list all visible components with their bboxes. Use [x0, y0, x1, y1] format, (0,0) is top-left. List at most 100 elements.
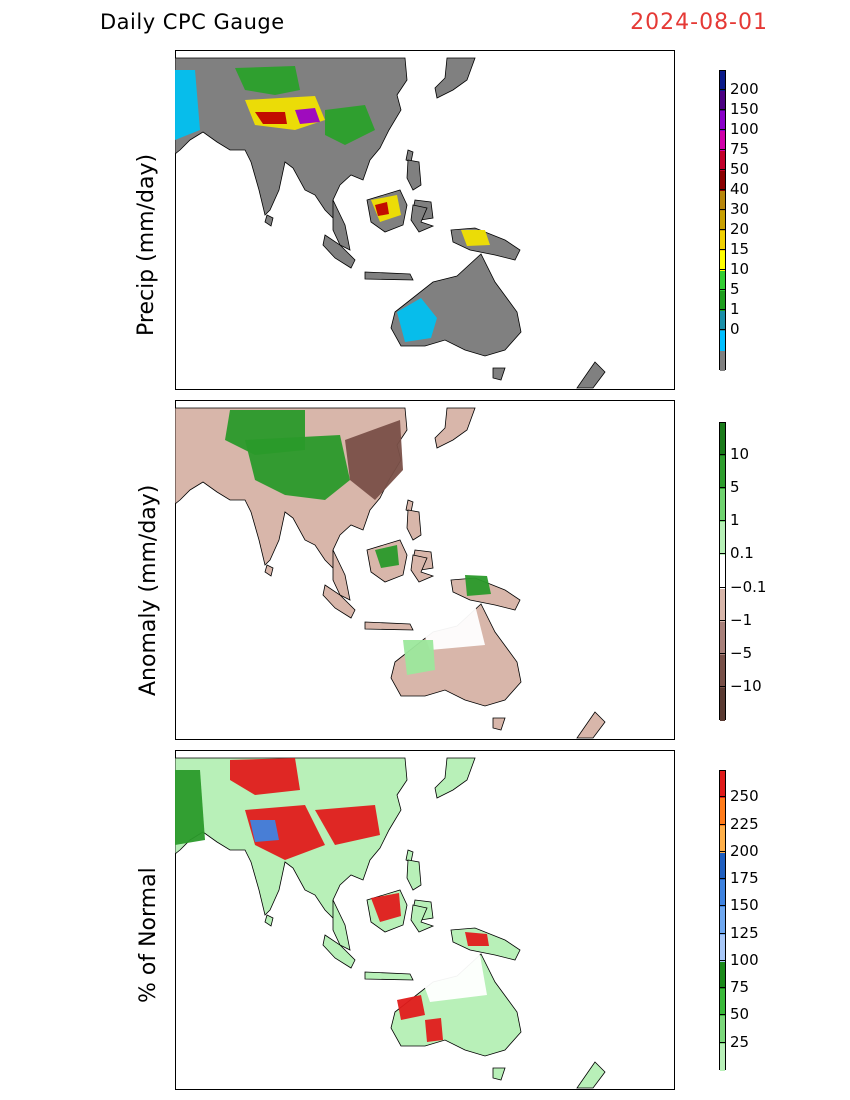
percent-colorbar-swatch: [720, 907, 725, 935]
precip-colorbar-label: 20: [719, 220, 750, 238]
precip-colorbar-label: 75: [719, 140, 750, 158]
precip-data-patch: [255, 112, 287, 124]
percent-colorbar-label: 75: [719, 978, 750, 997]
percent-colorbar-label: 200: [720, 841, 759, 860]
anomaly-data-patch: [345, 420, 403, 500]
java-landmass: [364, 971, 414, 981]
anomaly-map-panel: [175, 400, 675, 740]
percent-data-patch: [230, 758, 300, 795]
precip-colorbar-swatch: [720, 151, 725, 171]
anomaly-colorbar-swatch: [720, 555, 725, 589]
precip-colorbar-swatch: [720, 251, 725, 271]
anomaly-map: [175, 400, 675, 740]
anomaly-colorbar-label: −10: [720, 676, 762, 695]
nz-landmass: [576, 711, 606, 739]
percent-colorbar-label: 250: [720, 787, 759, 806]
sri-landmass: [264, 564, 274, 577]
precip-colorbar-label: 5: [720, 280, 740, 298]
anomaly-colorbar-label: −1: [719, 610, 753, 629]
date-label: 2024-08-01: [630, 10, 768, 35]
anomaly-colorbar-swatch: [720, 654, 725, 688]
percent-colorbar-label: 50: [719, 1005, 750, 1024]
anomaly-colorbar-swatch: [720, 423, 725, 457]
sulawesi-landmass: [410, 904, 435, 933]
precip-data-patch: [397, 298, 437, 342]
japan-landmass: [434, 407, 476, 449]
percent-colorbar-swatch: [720, 825, 725, 853]
precip-data-patch: [295, 108, 320, 124]
precip-colorbar-swatch: [720, 131, 725, 151]
anomaly-data-patch: [465, 575, 491, 596]
precip-colorbar-label: 0: [720, 320, 740, 338]
percent-colorbar-swatch: [720, 771, 725, 799]
precip-colorbar-swatch: [720, 271, 725, 291]
precip-colorbar-swatch: [720, 171, 725, 191]
percent-colorbar-swatch: [720, 852, 725, 881]
percent-data-patch: [425, 1018, 443, 1042]
precip-colorbar-swatch: [720, 291, 725, 311]
java-landmass: [364, 271, 414, 281]
sumatra-landmass: [322, 934, 356, 969]
precip-colorbar-label: 15: [719, 240, 750, 258]
nz-landmass: [576, 1061, 606, 1089]
precip-colorbar-label: 100: [720, 120, 759, 138]
percent-colorbar-swatch: [720, 989, 725, 1017]
anomaly-data-patch: [403, 640, 435, 675]
precip-colorbar-swatch: [720, 71, 725, 91]
percent-colorbar-label: 150: [720, 896, 759, 915]
sri-landmass: [264, 214, 274, 227]
sri-landmass: [264, 914, 274, 927]
luzon-landmass: [406, 159, 422, 191]
percent-data-patch: [245, 805, 325, 860]
anomaly-data-patch: [245, 435, 350, 500]
percent-map-panel: [175, 750, 675, 1090]
precip-colorbar-label: 50: [719, 160, 750, 178]
percent-colorbar-label: 100: [720, 950, 759, 969]
percent-colorbar-swatch: [720, 880, 725, 908]
sumatra-landmass: [322, 584, 356, 619]
precip-colorbar-swatch: [720, 211, 725, 231]
precip-colorbar-swatch: [720, 331, 725, 351]
anomaly-colorbar-swatch: [720, 687, 725, 721]
anomaly-colorbar-label: 10: [719, 445, 750, 464]
percent-data-patch: [397, 995, 425, 1020]
percent-map: [175, 750, 675, 1090]
anomaly-data-patch: [415, 605, 485, 650]
anomaly-colorbar-label: 5: [720, 478, 740, 497]
percent-colorbar-label: 25: [719, 1032, 750, 1051]
precip-colorbar-swatch: [720, 311, 725, 331]
tasmania-landmass: [492, 367, 506, 381]
percent-colorbar-label: 225: [720, 814, 759, 833]
japan-landmass: [434, 57, 476, 99]
anomaly-colorbar-swatch: [720, 456, 725, 490]
anomaly-data-patch: [375, 545, 399, 568]
percent-accent-group: [175, 758, 489, 1042]
percent-colorbar-swatch: [720, 961, 725, 990]
anomaly-colorbar-label: −0.1: [719, 577, 767, 596]
chart-title: Daily CPC Gauge: [100, 10, 285, 34]
precip-colorbar-label: 200: [720, 80, 759, 98]
anomaly-colorbar-swatch: [720, 489, 725, 523]
tasmania-landmass: [492, 717, 506, 731]
percent-colorbar-label: 125: [720, 923, 759, 942]
percent-colorbar-swatch: [720, 934, 725, 962]
sulawesi-landmass: [410, 204, 435, 233]
japan-landmass: [434, 757, 476, 799]
precip-colorbar-swatch: [720, 351, 725, 371]
percent-data-patch: [465, 932, 489, 946]
luzon-landmass: [406, 859, 422, 891]
nz-landmass: [576, 361, 606, 389]
indochina-landmass: [332, 199, 351, 251]
anomaly-colorbar: [719, 422, 726, 721]
anomaly-accent-group: [225, 410, 491, 675]
precip-map: [175, 50, 675, 390]
percent-colorbar-swatch: [720, 1016, 725, 1044]
java-landmass: [364, 621, 414, 631]
precip-colorbar-swatch: [720, 191, 725, 211]
anomaly-colorbar-label: 1: [720, 511, 740, 530]
percent-axis-label: % of Normal: [136, 867, 161, 1003]
percent-colorbar-label: 175: [720, 869, 759, 888]
precip-colorbar-label: 1: [720, 300, 740, 318]
anomaly-colorbar-label: −5: [719, 643, 753, 662]
precip-accent-group: [175, 66, 490, 342]
